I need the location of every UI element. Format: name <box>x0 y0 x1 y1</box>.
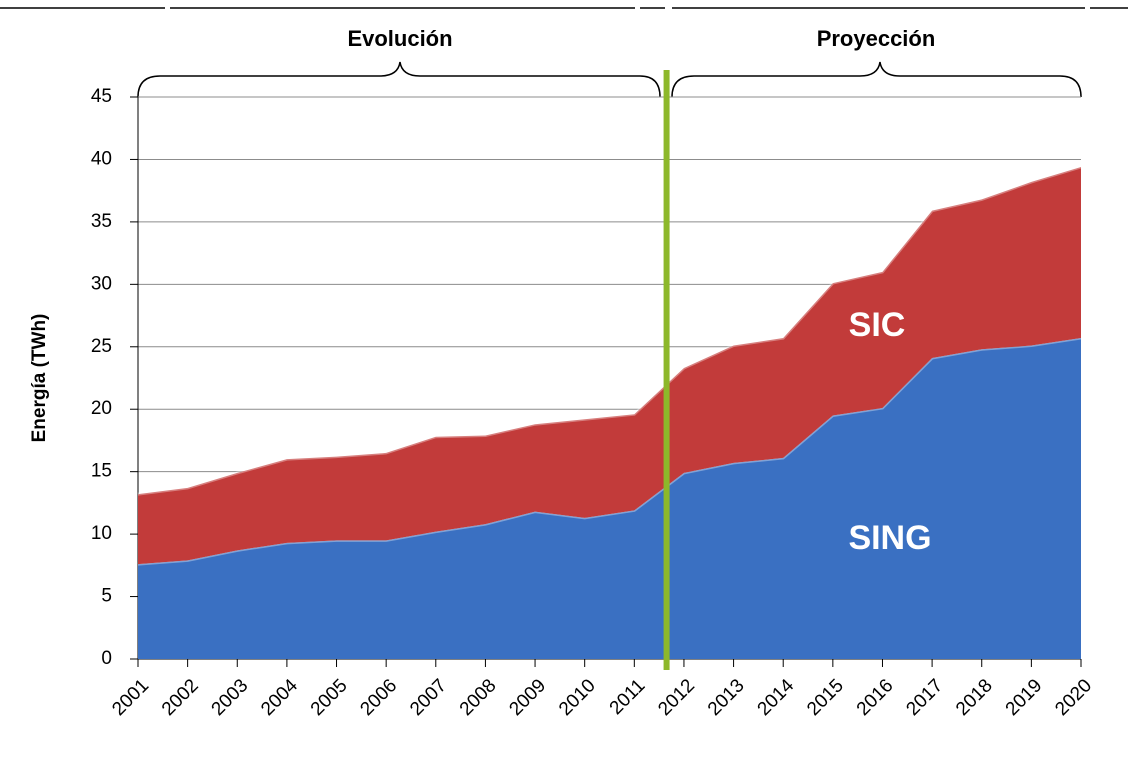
x-tick-label: 2003 <box>208 675 253 720</box>
annotation: Proyección <box>817 26 936 51</box>
y-tick-label: 10 <box>91 523 112 544</box>
y-tick-label: 30 <box>91 273 112 294</box>
y-tick-label: 15 <box>91 461 112 482</box>
series-label: SING <box>848 519 931 557</box>
x-tick-label: 2012 <box>654 675 699 720</box>
x-tick-label: 2018 <box>952 675 997 720</box>
y-tick-label: 0 <box>101 648 112 669</box>
x-tick-label: 2005 <box>307 675 352 720</box>
area-edge <box>137 165 1082 496</box>
x-tick-label: 2007 <box>406 675 451 720</box>
y-tick-label: 35 <box>91 211 112 232</box>
y-tick-label: 40 <box>91 148 112 169</box>
series-label: SIC <box>849 306 906 344</box>
y-tick-label: 20 <box>91 398 112 419</box>
area <box>138 338 1081 659</box>
x-tick-label: 2009 <box>505 675 550 720</box>
x-tick-label: 2011 <box>606 675 650 719</box>
x-tick-label: 2014 <box>754 675 799 720</box>
brace-left <box>137 61 661 98</box>
brace-right <box>671 61 1082 98</box>
x-tick-label: 2004 <box>257 675 302 720</box>
y-tick-label: 45 <box>91 86 112 107</box>
x-tick-label: 2002 <box>158 675 203 720</box>
y-axis-label: Energía (TWh) <box>29 314 50 443</box>
x-tick-label: 2019 <box>1002 675 1047 720</box>
annotation: Evolución <box>347 26 452 51</box>
x-tick-label: 2008 <box>456 675 501 720</box>
x-tick-label: 2015 <box>803 675 848 720</box>
x-tick-label: 2020 <box>1051 675 1096 720</box>
x-tick-label: 2017 <box>902 675 947 720</box>
areas <box>137 165 1082 659</box>
x-tick-label: 2006 <box>356 675 401 720</box>
x-tick-label: 2016 <box>853 675 898 720</box>
x-tick-label: 2001 <box>108 675 153 720</box>
x-tick-label: 2010 <box>555 675 600 720</box>
y-tick-label: 25 <box>91 336 112 357</box>
area <box>138 166 1081 565</box>
x-tick-label: 2013 <box>704 675 749 720</box>
y-tick-label: 5 <box>101 586 112 607</box>
